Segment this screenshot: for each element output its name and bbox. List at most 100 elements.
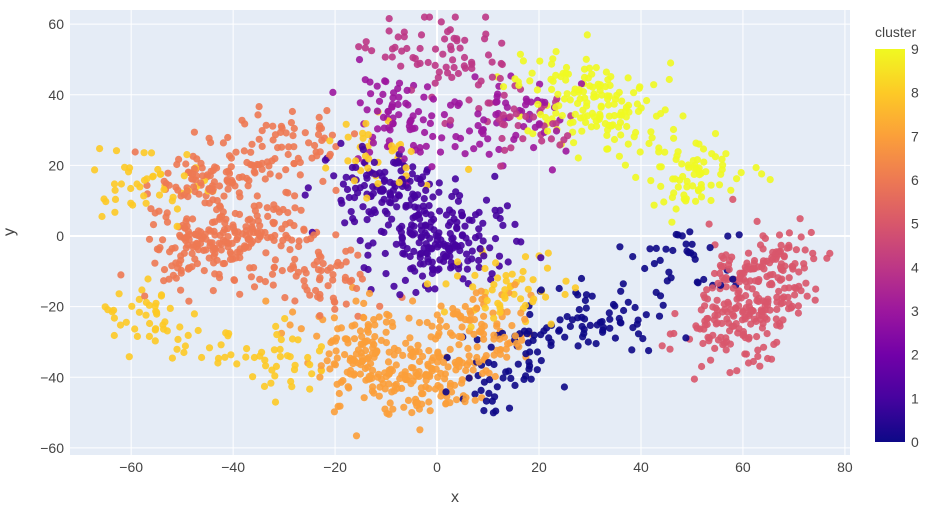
scatter-point-cluster-7 xyxy=(351,357,359,365)
scatter-point-cluster-6 xyxy=(165,181,173,189)
scatter-point-cluster-4 xyxy=(425,13,434,21)
scatter-point-cluster-5 xyxy=(717,333,725,341)
scatter-point-cluster-8 xyxy=(529,298,537,306)
scatter-point-cluster-7 xyxy=(425,347,433,355)
scatter-point-cluster-3 xyxy=(429,95,437,103)
scatter-point-cluster-7 xyxy=(375,370,383,378)
scatter-point-cluster-0 xyxy=(556,316,564,324)
scatter-point-cluster-8 xyxy=(261,356,269,364)
colorbar-tick-label: 5 xyxy=(911,216,919,232)
scatter-point-cluster-7 xyxy=(482,352,490,360)
scatter-point-cluster-9 xyxy=(563,90,571,98)
scatter-point-cluster-0 xyxy=(465,374,473,382)
scatter-point-cluster-6 xyxy=(314,130,323,139)
scatter-point-cluster-6 xyxy=(287,119,295,127)
scatter-point-cluster-7 xyxy=(350,335,359,343)
scatter-point-cluster-8 xyxy=(352,157,360,165)
scatter-point-cluster-6 xyxy=(149,221,158,229)
scatter-point-cluster-8 xyxy=(440,308,448,316)
scatter-point-cluster-7 xyxy=(455,357,463,365)
scatter-point-cluster-8 xyxy=(501,286,509,294)
scatter-point-cluster-8 xyxy=(268,366,276,374)
scatter-point-cluster-1 xyxy=(475,225,483,233)
scatter-point-cluster-5 xyxy=(701,302,709,310)
scatter-point-cluster-3 xyxy=(476,140,484,148)
scatter-point-cluster-1 xyxy=(370,158,378,166)
scatter-point-cluster-9 xyxy=(715,181,724,189)
scatter-point-cluster-6 xyxy=(219,139,227,147)
scatter-point-cluster-1 xyxy=(345,193,353,202)
scatter-point-cluster-9 xyxy=(560,95,569,103)
scatter-point-cluster-6 xyxy=(182,160,190,168)
scatter-point-cluster-9 xyxy=(582,118,590,126)
scatter-point-cluster-6 xyxy=(300,277,308,285)
scatter-point-cluster-6 xyxy=(261,278,269,286)
scatter-point-cluster-7 xyxy=(451,310,459,318)
scatter-point-cluster-8 xyxy=(273,331,281,339)
scatter-point-cluster-8 xyxy=(364,164,372,172)
scatter-point-cluster-4 xyxy=(400,33,408,41)
scatter-point-cluster-5 xyxy=(749,357,758,366)
scatter-point-cluster-8 xyxy=(276,353,284,361)
scatter-point-cluster-6 xyxy=(290,124,298,133)
scatter-point-cluster-7 xyxy=(462,394,470,402)
scatter-point-cluster-8 xyxy=(395,178,403,186)
scatter-point-cluster-1 xyxy=(447,259,455,267)
scatter-point-cluster-6 xyxy=(332,231,340,239)
scatter-point-cluster-1 xyxy=(486,244,494,252)
scatter-point-cluster-4 xyxy=(431,79,439,87)
scatter-point-cluster-8 xyxy=(308,370,316,378)
scatter-point-cluster-8 xyxy=(561,290,569,299)
scatter-point-cluster-8 xyxy=(471,271,479,279)
scatter-point-cluster-4 xyxy=(416,44,424,53)
scatter-point-cluster-5 xyxy=(752,291,760,299)
scatter-point-cluster-7 xyxy=(465,358,473,366)
scatter-point-cluster-7 xyxy=(425,385,433,393)
scatter-point-cluster-7 xyxy=(448,388,456,396)
scatter-point-cluster-6 xyxy=(288,107,296,116)
scatter-point-cluster-0 xyxy=(682,240,690,248)
scatter-point-cluster-4 xyxy=(413,60,421,69)
scatter-point-cluster-9 xyxy=(624,74,632,82)
scatter-point-cluster-7 xyxy=(392,361,400,369)
scatter-point-cluster-3 xyxy=(440,111,448,119)
scatter-point-cluster-6 xyxy=(207,138,215,147)
scatter-point-cluster-1 xyxy=(417,233,425,241)
scatter-point-cluster-4 xyxy=(420,13,429,21)
scatter-point-cluster-9 xyxy=(660,198,668,206)
colorbar-tick-label: 0 xyxy=(911,434,919,450)
scatter-point-cluster-1 xyxy=(392,240,400,248)
scatter-point-cluster-9 xyxy=(552,103,560,111)
scatter-point-cluster-5 xyxy=(711,344,719,352)
scatter-point-cluster-6 xyxy=(177,269,185,277)
scatter-point-cluster-5 xyxy=(707,356,715,364)
scatter-point-cluster-0 xyxy=(706,244,714,252)
scatter-point-cluster-5 xyxy=(802,279,810,287)
scatter-point-cluster-7 xyxy=(365,372,373,381)
scatter-point-cluster-0 xyxy=(487,343,495,351)
scatter-point-cluster-6 xyxy=(183,222,191,230)
scatter-point-cluster-4 xyxy=(391,43,399,52)
scatter-point-cluster-6 xyxy=(185,297,193,305)
scatter-point-cluster-6 xyxy=(356,270,364,278)
scatter-point-cluster-5 xyxy=(807,228,815,237)
scatter-point-cluster-5 xyxy=(735,287,743,295)
scatter-point-cluster-6 xyxy=(211,218,219,226)
scatter-point-cluster-6 xyxy=(329,276,337,284)
scatter-point-cluster-5 xyxy=(713,296,721,304)
scatter-point-cluster-7 xyxy=(362,347,370,355)
scatter-point-cluster-8 xyxy=(562,277,570,285)
scatter-point-cluster-1 xyxy=(416,250,424,258)
scatter-point-cluster-7 xyxy=(363,337,371,345)
scatter-point-cluster-7 xyxy=(511,332,519,340)
scatter-point-cluster-7 xyxy=(377,336,385,344)
scatter-point-cluster-3 xyxy=(512,131,520,139)
scatter-point-cluster-6 xyxy=(246,264,254,272)
scatter-point-cluster-7 xyxy=(458,376,466,384)
scatter-point-cluster-5 xyxy=(795,268,803,276)
scatter-point-cluster-4 xyxy=(552,120,560,128)
scatter-point-cluster-9 xyxy=(645,139,653,148)
scatter-point-cluster-9 xyxy=(695,140,703,148)
scatter-point-cluster-9 xyxy=(665,75,673,84)
scatter-point-cluster-6 xyxy=(193,155,201,163)
